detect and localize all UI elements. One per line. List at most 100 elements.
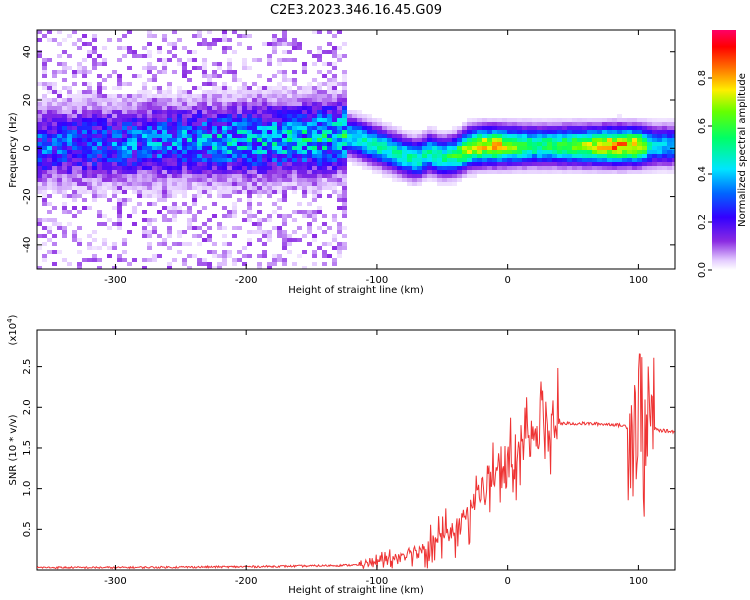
heatmap-cell [202, 130, 207, 134]
heatmap-cell [327, 78, 332, 82]
heatmap-cell [157, 162, 162, 166]
heatmap-cell [242, 218, 247, 222]
heatmap-cell [287, 106, 292, 110]
heatmap-cell [372, 162, 377, 166]
heatmap-cell [272, 262, 277, 266]
heatmap-cell [232, 234, 237, 238]
heatmap-cell [467, 146, 472, 150]
heatmap-cell [97, 98, 102, 102]
heatmap-cell [137, 54, 142, 58]
heatmap-cell [147, 174, 152, 178]
heatmap-cell [227, 98, 232, 102]
heatmap-cell [47, 110, 52, 114]
heatmap-cell [292, 106, 297, 110]
heatmap-cell [582, 138, 587, 142]
heatmap-cell [92, 58, 97, 62]
heatmap-cell [52, 110, 57, 114]
heatmap-cell [317, 194, 322, 198]
heatmap-cell [62, 142, 67, 146]
heatmap-cell [492, 170, 497, 174]
heatmap-cell [537, 138, 542, 142]
heatmap-cell [142, 82, 147, 86]
heatmap-cell [162, 150, 167, 154]
heatmap-cell [127, 102, 132, 106]
heatmap-cell [642, 122, 647, 126]
heatmap-cell [272, 226, 277, 230]
heatmap-cell [322, 262, 327, 266]
heatmap-cell [307, 90, 312, 94]
heatmap-cell [252, 154, 257, 158]
heatmap-cell [127, 162, 132, 166]
heatmap-cell [297, 42, 302, 46]
heatmap-cell [267, 94, 272, 98]
heatmap-cell [597, 126, 602, 130]
heatmap-cell [142, 150, 147, 154]
heatmap-cell [282, 166, 287, 170]
heatmap-cell [97, 182, 102, 186]
heatmap-cell [557, 126, 562, 130]
heatmap-cell [652, 126, 657, 130]
heatmap-cell [322, 122, 327, 126]
heatmap-cell [127, 142, 132, 146]
heatmap-cell [292, 162, 297, 166]
heatmap-cell [277, 102, 282, 106]
heatmap-cell [317, 154, 322, 158]
heatmap-cell [282, 170, 287, 174]
heatmap-cell [327, 150, 332, 154]
heatmap-cell [312, 262, 317, 266]
heatmap-cell [542, 142, 547, 146]
heatmap-cell [317, 142, 322, 146]
heatmap-cell [167, 162, 172, 166]
heatmap-cell [162, 166, 167, 170]
heatmap-cell [352, 150, 357, 154]
heatmap-cell [152, 226, 157, 230]
heatmap-cell [617, 150, 622, 154]
heatmap-cell [52, 250, 57, 254]
heatmap-cell [547, 158, 552, 162]
heatmap-cell [532, 162, 537, 166]
heatmap-cell [277, 186, 282, 190]
heatmap-cell [237, 166, 242, 170]
heatmap-cell [317, 186, 322, 190]
heatmap-cell [622, 118, 627, 122]
heatmap-cell [297, 162, 302, 166]
snr-scale-suffix: ) [8, 314, 19, 318]
heatmap-cell [267, 134, 272, 138]
heatmap-cell [582, 170, 587, 174]
heatmap-cell [227, 126, 232, 130]
heatmap-cell [172, 106, 177, 110]
heatmap-cell [47, 202, 52, 206]
heatmap-cell [82, 178, 87, 182]
heatmap-cell [272, 106, 277, 110]
heatmap-cell [282, 238, 287, 242]
heatmap-cell [257, 118, 262, 122]
heatmap-cell [337, 138, 342, 142]
heatmap-cell [72, 110, 77, 114]
heatmap-cell [112, 126, 117, 130]
heatmap-cell [322, 110, 327, 114]
heatmap-cell [62, 150, 67, 154]
heatmap-cell [582, 150, 587, 154]
heatmap-cell [147, 150, 152, 154]
heatmap-cell [452, 134, 457, 138]
heatmap-cell [172, 118, 177, 122]
heatmap-cell [452, 130, 457, 134]
heatmap-cell [537, 170, 542, 174]
heatmap-cell [157, 198, 162, 202]
heatmap-cell [312, 142, 317, 146]
heatmap-cell [227, 214, 232, 218]
heatmap-cell [657, 170, 662, 174]
heatmap-cell [172, 42, 177, 46]
heatmap-cell [162, 198, 167, 202]
heatmap-cell [382, 170, 387, 174]
heatmap-cell [172, 158, 177, 162]
heatmap-cell [587, 130, 592, 134]
heatmap-cell [232, 210, 237, 214]
heatmap-cell [142, 90, 147, 94]
heatmap-cell [307, 202, 312, 206]
heatmap-cell [447, 130, 452, 134]
heatmap-cell [412, 182, 417, 186]
heatmap-cell [577, 158, 582, 162]
heatmap-cell [107, 114, 112, 118]
heatmap-cell [302, 102, 307, 106]
